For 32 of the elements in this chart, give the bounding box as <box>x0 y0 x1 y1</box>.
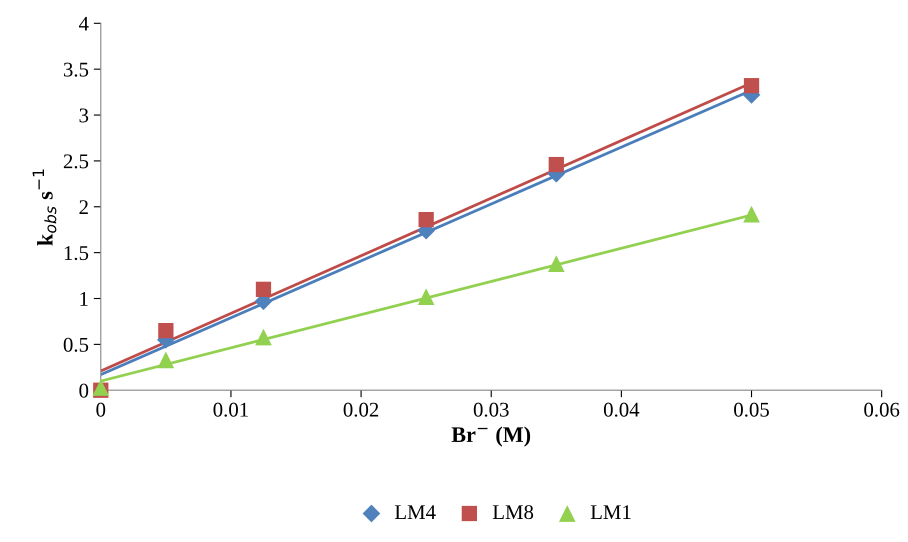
x-axis-title: Br$^{−}$ (M) <box>452 426 530 447</box>
y-tick-label: 1.5 <box>64 246 88 260</box>
point <box>418 288 434 306</box>
point <box>256 282 272 297</box>
point <box>418 212 434 228</box>
point <box>158 322 174 338</box>
y-tick-label: 1 <box>80 292 88 306</box>
legend-label: LM8 <box>492 505 534 520</box>
point <box>743 206 760 222</box>
y-tick-label: 2 <box>79 200 88 214</box>
y-tick-label: 2.5 <box>64 154 88 168</box>
y-tick-label: 0 <box>79 384 88 398</box>
x-tick-label: 0.03 <box>474 402 509 417</box>
x-tick-label: 0.05 <box>734 402 769 417</box>
y-tick-label: 4 <box>78 16 89 31</box>
x-tick-label: 0.06 <box>864 402 900 417</box>
point <box>744 78 760 94</box>
y-tick-label: 0.5 <box>64 338 88 352</box>
point <box>548 156 564 172</box>
y-axis-title: k$_{obs}$ s$^{−1}$ <box>32 170 56 246</box>
point <box>255 328 272 346</box>
point <box>158 352 174 368</box>
x-tick-label: 0.02 <box>344 402 378 417</box>
y-tick-label: 3 <box>80 108 88 122</box>
legend-label: LM1 <box>590 505 631 519</box>
point <box>92 379 110 396</box>
y-tick-label: 3.5 <box>64 62 88 77</box>
point <box>548 255 565 272</box>
x-tick-label: 0.01 <box>214 402 248 417</box>
x-tick-label: 0 <box>96 402 106 417</box>
x-tick-label: 0.04 <box>604 402 640 417</box>
legend-label: LM4 <box>394 505 436 519</box>
